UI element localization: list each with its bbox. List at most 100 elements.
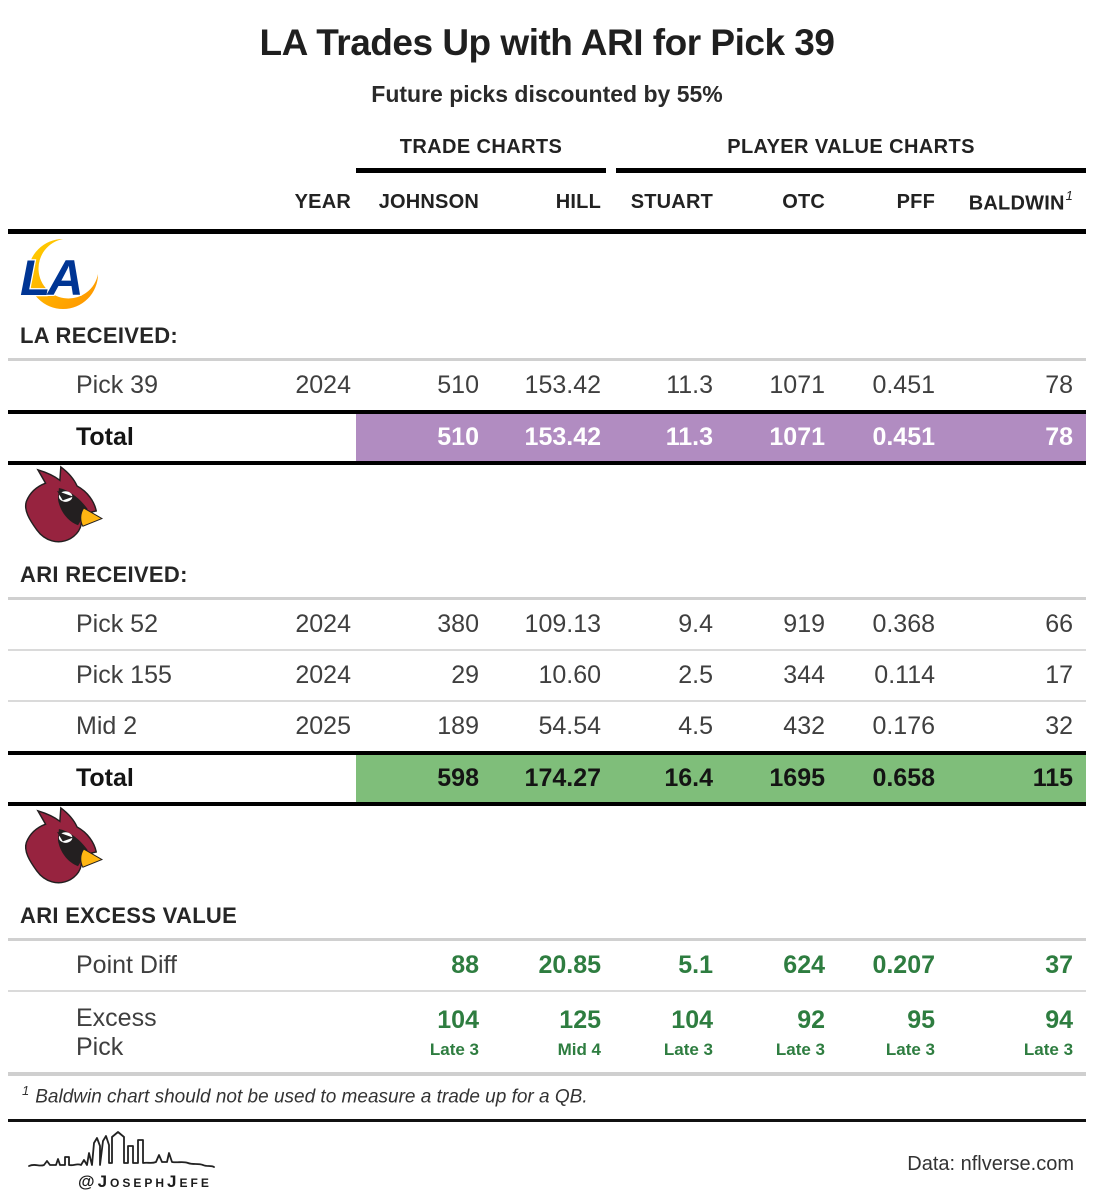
- value-cell-johnson: 189: [356, 700, 484, 754]
- total-cell-pff: 0.451: [830, 409, 941, 465]
- year-cell: 2024: [206, 649, 356, 702]
- value-cell-otc: 1071: [718, 359, 831, 413]
- la-received-group-row: LA RECEIVED:: [8, 318, 1087, 361]
- cardinals-logo-cell: [8, 804, 1086, 899]
- excess-pick-cell-baldwin: 94 Late 3: [940, 990, 1087, 1075]
- cardinals-logo-icon: [8, 465, 106, 557]
- total-cell-hill: 153.42: [484, 409, 607, 465]
- total-year-cell: [206, 750, 356, 806]
- year-cell-empty: [206, 939, 356, 992]
- value-cell-stuart: 4.5: [606, 700, 719, 754]
- total-cell-hill: 174.27: [484, 750, 607, 806]
- value-cell-baldwin: 17: [940, 649, 1087, 702]
- point-diff-row: Point Diff 88 20.85 5.1 624 0.207 37: [8, 939, 1087, 992]
- excess-pick-cell-johnson: 104 Late 3: [356, 990, 484, 1075]
- excess-cell-johnson: 88: [356, 939, 484, 992]
- excess-pick-cell-hill: 125 Mid 4: [484, 990, 607, 1075]
- spanner-player-value-charts: PLAYER VALUE CHARTS: [606, 132, 1087, 173]
- value-cell-hill: 109.13: [484, 598, 607, 651]
- col-header-johnson: JOHNSON: [356, 173, 484, 234]
- table-row-pick-39: Pick 39 2024 510 153.42 11.3 1071 0.451 …: [8, 359, 1087, 413]
- value-cell-pff: 0.451: [830, 359, 941, 413]
- row-label: Pick 52: [8, 598, 206, 651]
- value-cell-hill: 153.42: [484, 359, 607, 413]
- excess-cell-stuart: 5.1: [606, 939, 719, 992]
- value-cell-stuart: 11.3: [606, 359, 719, 413]
- excess-pick-cell-pff: 95 Late 3: [830, 990, 941, 1075]
- footer: @JosephJefe Data: nflverse.com: [8, 1122, 1086, 1192]
- year-cell: 2024: [206, 598, 356, 651]
- la-logo-row: LA: [8, 231, 1086, 319]
- excess-pick-number: 104: [671, 1005, 714, 1034]
- footnote: 1 Baldwin chart should not be used to mea…: [8, 1071, 1087, 1122]
- spanner-player-value-charts-label: PLAYER VALUE CHARTS: [616, 136, 1087, 173]
- ari-total-row: Total 598 174.27 16.4 1695 0.658 115: [8, 750, 1087, 806]
- excess-pick-number: 104: [437, 1005, 479, 1034]
- value-cell-hill: 54.54: [484, 700, 607, 754]
- value-cell-pff: 0.368: [830, 598, 941, 651]
- col-header-pff: PFF: [830, 173, 941, 234]
- excess-pick-round: Late 3: [663, 1040, 714, 1060]
- baldwin-footnote-marker: 1: [1065, 188, 1074, 203]
- ari-excess-label: ARI EXCESS VALUE: [8, 898, 1087, 941]
- excess-cell-pff: 0.207: [830, 939, 941, 992]
- col-header-hill: HILL: [484, 173, 607, 234]
- value-cell-otc: 432: [718, 700, 831, 754]
- column-header-row: YEAR JOHNSON HILL STUART OTC PFF BALDWIN…: [8, 173, 1087, 234]
- total-cell-baldwin: 115: [940, 750, 1087, 806]
- row-label: Point Diff: [8, 939, 206, 992]
- cardinals-logo-cell: [8, 463, 1086, 558]
- excess-pick-number: 92: [797, 1005, 826, 1034]
- col-header-year: YEAR: [206, 173, 356, 234]
- footnote-text: Baldwin chart should not be used to meas…: [35, 1085, 588, 1107]
- footnote-row: 1 Baldwin chart should not be used to mea…: [8, 1071, 1087, 1122]
- row-label: Excess Pick: [8, 990, 206, 1075]
- ari-excess-group-row: ARI EXCESS VALUE: [8, 898, 1087, 941]
- value-cell-pff: 0.114: [830, 649, 941, 702]
- rams-logo-cell: LA: [8, 231, 1086, 319]
- cardinals-logo-icon: [8, 806, 106, 898]
- excess-pick-round: Late 3: [885, 1040, 936, 1060]
- value-cell-baldwin: 66: [940, 598, 1087, 651]
- spanner-trade-charts-label: TRADE CHARTS: [356, 136, 607, 173]
- row-label: Pick 39: [8, 359, 206, 413]
- year-cell: 2025: [206, 700, 356, 754]
- page-subtitle: Future picks discounted by 55%: [371, 81, 723, 107]
- author-handle: @JosephJefe: [78, 1171, 212, 1191]
- author-brand: @JosephJefe: [26, 1128, 276, 1192]
- row-label: Pick 155: [8, 649, 206, 702]
- excess-cell-hill: 20.85: [484, 939, 607, 992]
- excess-pick-round: Late 3: [1023, 1040, 1074, 1060]
- la-total-row: Total 510 153.42 11.3 1071 0.451 78: [8, 409, 1087, 465]
- total-year-cell: [206, 409, 356, 465]
- col-header-stuart: STUART: [606, 173, 719, 234]
- value-cell-stuart: 2.5: [606, 649, 719, 702]
- ari-received-label: ARI RECEIVED:: [8, 557, 1087, 600]
- page-title: LA Trades Up with ARI for Pick 39: [259, 22, 835, 63]
- ari-logo-row: [8, 463, 1086, 558]
- excess-pick-number: 125: [559, 1005, 602, 1034]
- excess-pick-round: Late 3: [429, 1040, 479, 1060]
- total-cell-otc: 1695: [718, 750, 831, 806]
- excess-pick-number: 95: [907, 1005, 936, 1034]
- year-cell-empty: [206, 990, 356, 1075]
- col-header-baldwin-label: BALDWIN: [968, 192, 1065, 215]
- total-cell-johnson: 598: [356, 750, 484, 806]
- col-header-baldwin: BALDWIN1: [940, 173, 1087, 234]
- total-label: Total: [8, 409, 206, 465]
- value-cell-baldwin: 32: [940, 700, 1087, 754]
- col-header-otc: OTC: [718, 173, 831, 234]
- value-cell-johnson: 29: [356, 649, 484, 702]
- la-received-label: LA RECEIVED:: [8, 318, 1087, 361]
- svg-text:LA: LA: [20, 250, 81, 306]
- total-cell-pff: 0.658: [830, 750, 941, 806]
- table-row-pick-155: Pick 155 2024 29 10.60 2.5 344 0.114 17: [8, 649, 1087, 702]
- total-cell-baldwin: 78: [940, 409, 1087, 465]
- row-label: Mid 2: [8, 700, 206, 754]
- total-cell-stuart: 16.4: [606, 750, 719, 806]
- excess-cell-otc: 624: [718, 939, 831, 992]
- year-cell: 2024: [206, 359, 356, 413]
- value-cell-otc: 919: [718, 598, 831, 651]
- excess-pick-number: 94: [1045, 1005, 1074, 1034]
